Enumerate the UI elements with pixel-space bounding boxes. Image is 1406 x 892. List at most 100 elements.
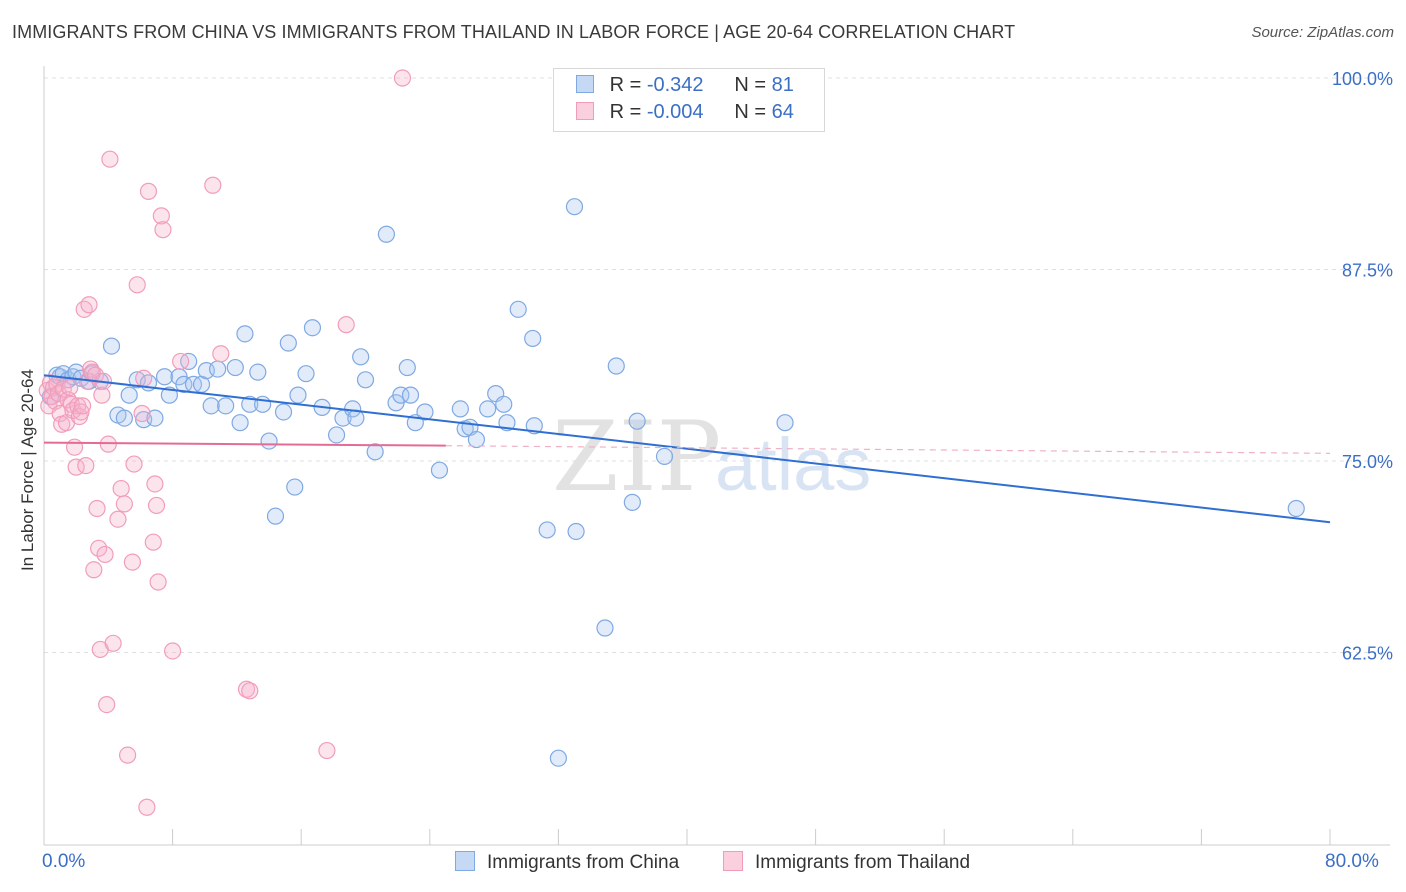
thailand-point bbox=[61, 378, 79, 397]
china-point bbox=[495, 395, 513, 413]
thailand-point bbox=[101, 150, 119, 168]
thailand-point bbox=[75, 300, 93, 318]
thailand-point bbox=[138, 798, 156, 816]
thailand-trend-line bbox=[43, 441, 446, 447]
china-point bbox=[467, 430, 486, 449]
legend-n-value: 64 bbox=[771, 101, 794, 123]
china-point bbox=[549, 749, 568, 767]
y-tick-label: 62.5% bbox=[1342, 644, 1393, 664]
china-point bbox=[209, 360, 227, 378]
y-tick-label: 87.5% bbox=[1342, 261, 1393, 281]
thailand-point bbox=[93, 386, 111, 404]
thailand-point bbox=[109, 510, 127, 528]
legend-n-label: N = bbox=[734, 74, 772, 96]
source-credit: Source: ZipAtlas.com bbox=[1251, 24, 1394, 41]
legend-r-value: -0.004 bbox=[646, 101, 704, 123]
x-tick-label-min: 0.0% bbox=[42, 851, 86, 872]
thailand-point bbox=[115, 495, 133, 513]
china-point bbox=[1287, 499, 1305, 518]
thailand-point bbox=[337, 316, 355, 334]
thailand-point bbox=[80, 296, 98, 314]
china-point bbox=[565, 198, 584, 216]
thailand-point bbox=[73, 397, 92, 415]
china-point bbox=[155, 368, 174, 386]
china-point bbox=[509, 300, 527, 318]
series-label-thailand: Immigrants from Thailand bbox=[755, 852, 971, 873]
thailand-point bbox=[154, 221, 172, 239]
china-point bbox=[266, 507, 285, 525]
china-point bbox=[366, 443, 384, 461]
china-point bbox=[241, 395, 259, 413]
legend-swatch-thailand bbox=[576, 102, 594, 120]
china-point bbox=[274, 403, 293, 421]
china-point bbox=[655, 447, 674, 466]
china-trend-line bbox=[43, 374, 1331, 524]
china-point bbox=[596, 619, 614, 637]
thailand-point bbox=[72, 403, 90, 421]
china-point bbox=[524, 329, 542, 348]
china-point bbox=[327, 426, 346, 444]
china-point bbox=[102, 337, 121, 355]
legend-r-label: R = bbox=[609, 74, 647, 96]
watermark: ZIP atlas bbox=[552, 401, 871, 513]
thailand-point bbox=[149, 573, 167, 591]
china-point bbox=[430, 461, 449, 479]
china-point bbox=[115, 409, 133, 427]
china-point bbox=[567, 522, 585, 541]
china-point bbox=[356, 371, 375, 389]
thailand-point bbox=[212, 345, 230, 363]
china-point bbox=[538, 521, 556, 539]
thailand-point bbox=[112, 479, 130, 498]
china-point bbox=[416, 403, 434, 421]
china-point bbox=[628, 412, 646, 430]
thailand-point bbox=[118, 746, 137, 764]
thailand-trend-extension bbox=[445, 445, 1331, 454]
thailand-point bbox=[144, 533, 162, 551]
china-point bbox=[303, 319, 322, 337]
legend-r-value: -0.342 bbox=[646, 74, 704, 96]
series-legend-thailand: Immigrants from Thailand bbox=[723, 851, 970, 874]
china-point bbox=[525, 417, 543, 435]
china-point bbox=[297, 365, 315, 383]
china-point bbox=[260, 432, 278, 450]
china-point bbox=[279, 334, 297, 352]
thailand-point bbox=[128, 276, 146, 294]
china-point bbox=[128, 371, 146, 389]
legend-swatch-china bbox=[576, 75, 594, 93]
chart-title: IMMIGRANTS FROM CHINA VS IMMIGRANTS FROM… bbox=[12, 22, 1016, 42]
trend-lines bbox=[43, 374, 1331, 524]
china-point bbox=[249, 363, 267, 381]
china-point bbox=[398, 358, 416, 377]
china-point bbox=[202, 397, 220, 415]
series-swatch-china bbox=[455, 851, 475, 871]
china-point bbox=[236, 325, 254, 343]
china-point bbox=[392, 386, 410, 404]
series-label-china: Immigrants from China bbox=[487, 852, 680, 873]
y-tick-labels: 62.5% 75.0% 87.5% 100.0% bbox=[1332, 69, 1393, 664]
thailand-point bbox=[164, 642, 182, 660]
thailand-point bbox=[318, 741, 336, 760]
thailand-point bbox=[98, 695, 116, 714]
thailand-point bbox=[146, 475, 164, 493]
legend-n-value: 81 bbox=[771, 74, 794, 96]
legend-r-label: R = bbox=[609, 101, 647, 123]
x-tick-label-max: 80.0% bbox=[1325, 851, 1379, 872]
gridlines bbox=[44, 77, 1390, 653]
correlation-legend: R = -0.342 N = 81 R = -0.004 N = 64 bbox=[553, 68, 825, 132]
china-point bbox=[623, 493, 641, 511]
thailand-point bbox=[88, 499, 106, 518]
legend-n-label: N = bbox=[734, 101, 772, 123]
series-swatch-thailand bbox=[723, 851, 743, 871]
china-point bbox=[231, 414, 249, 432]
y-tick-label: 75.0% bbox=[1342, 452, 1393, 472]
china-point bbox=[479, 400, 497, 418]
watermark-zip: ZIP bbox=[552, 401, 721, 513]
china-point bbox=[352, 348, 370, 366]
axes bbox=[43, 66, 1390, 846]
china-point bbox=[120, 386, 138, 404]
thailand-point bbox=[393, 69, 412, 87]
china-point bbox=[160, 386, 178, 404]
thailand-point bbox=[85, 561, 103, 579]
watermark-atlas: atlas bbox=[715, 423, 871, 506]
